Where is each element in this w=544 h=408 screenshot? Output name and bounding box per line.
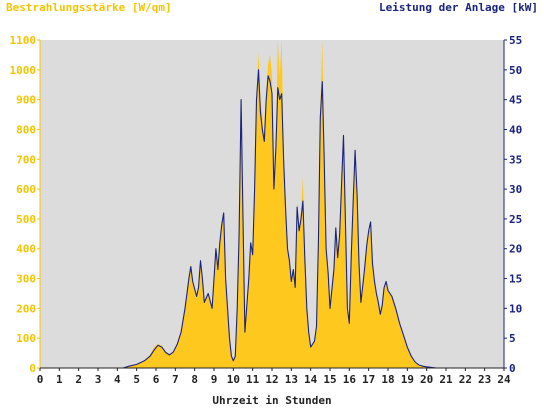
x-axis-tick-label: 13: [285, 373, 298, 386]
x-axis-tick-label: 23: [478, 373, 491, 386]
x-axis-tick-label: 11: [246, 373, 260, 386]
series-area-irradiance: [40, 40, 504, 368]
x-axis-tick-label: 3: [95, 373, 102, 386]
x-axis-tick-label: 19: [401, 373, 414, 386]
series-line-power: [40, 69, 504, 369]
x-axis-tick-label: 12: [265, 373, 278, 386]
right-axis-tick-label: 20: [509, 243, 522, 256]
left-axis-tick-label: 600: [16, 183, 36, 196]
right-axis-tick-label: 5: [509, 332, 516, 345]
x-axis-tick-label: 1: [56, 373, 63, 386]
x-axis-tick-label: 9: [211, 373, 218, 386]
x-axis-tick-label: 8: [191, 373, 198, 386]
right-axis-tick-label: 35: [509, 153, 522, 166]
left-axis-tick-label: 100: [16, 332, 36, 345]
right-axis-tick-label: 0: [509, 362, 516, 375]
right-axis-tick-label: 45: [509, 94, 522, 107]
right-axis-tick-label: 40: [509, 123, 522, 136]
left-axis-tick-label: 800: [16, 123, 36, 136]
left-axis-tick-label: 200: [16, 302, 36, 315]
x-axis-tick-label: 2: [75, 373, 82, 386]
right-axis-tick-label: 10: [509, 302, 522, 315]
left-axis-tick-label: 400: [16, 243, 36, 256]
right-axis-tick-label: 15: [509, 273, 522, 286]
x-axis-tick-label: 0: [37, 373, 44, 386]
right-axis-tick-label: 50: [509, 64, 522, 77]
left-axis-tick-label: 1000: [10, 64, 37, 77]
right-axis-title: Leistung der Anlage [kW]: [379, 1, 538, 14]
x-axis-tick-label: 15: [323, 373, 336, 386]
left-axis-tick-label: 0: [29, 362, 36, 375]
x-axis-tick-label: 7: [172, 373, 179, 386]
x-axis-tick-label: 22: [459, 373, 472, 386]
x-axis-tick-label: 18: [381, 373, 394, 386]
right-axis-tick-label: 30: [509, 183, 522, 196]
x-axis-tick-label: 14: [304, 373, 318, 386]
left-axis-tick-label: 700: [16, 153, 36, 166]
left-axis-tick-label: 300: [16, 273, 36, 286]
x-axis-tick-label: 5: [133, 373, 140, 386]
right-axis-tick-label: 55: [509, 34, 522, 47]
x-axis-tick-label: 4: [114, 373, 121, 386]
left-axis-tick-label: 500: [16, 213, 36, 226]
x-axis-tick-label: 17: [362, 373, 375, 386]
left-axis-title: Bestrahlungsstärke [W/qm]: [6, 1, 172, 14]
x-axis-tick-label: 6: [153, 373, 160, 386]
x-axis-tick-label: 21: [439, 373, 453, 386]
x-axis-tick-label: 20: [420, 373, 433, 386]
x-axis-tick-label: 24: [497, 373, 511, 386]
x-axis-tick-label: 16: [343, 373, 357, 386]
left-axis-tick-label: 900: [16, 94, 36, 107]
right-axis-tick-label: 25: [509, 213, 522, 226]
left-axis-tick-label: 1100: [10, 34, 37, 47]
x-axis-label: Uhrzeit in Stunden: [212, 394, 332, 407]
x-axis-tick-label: 10: [227, 373, 240, 386]
